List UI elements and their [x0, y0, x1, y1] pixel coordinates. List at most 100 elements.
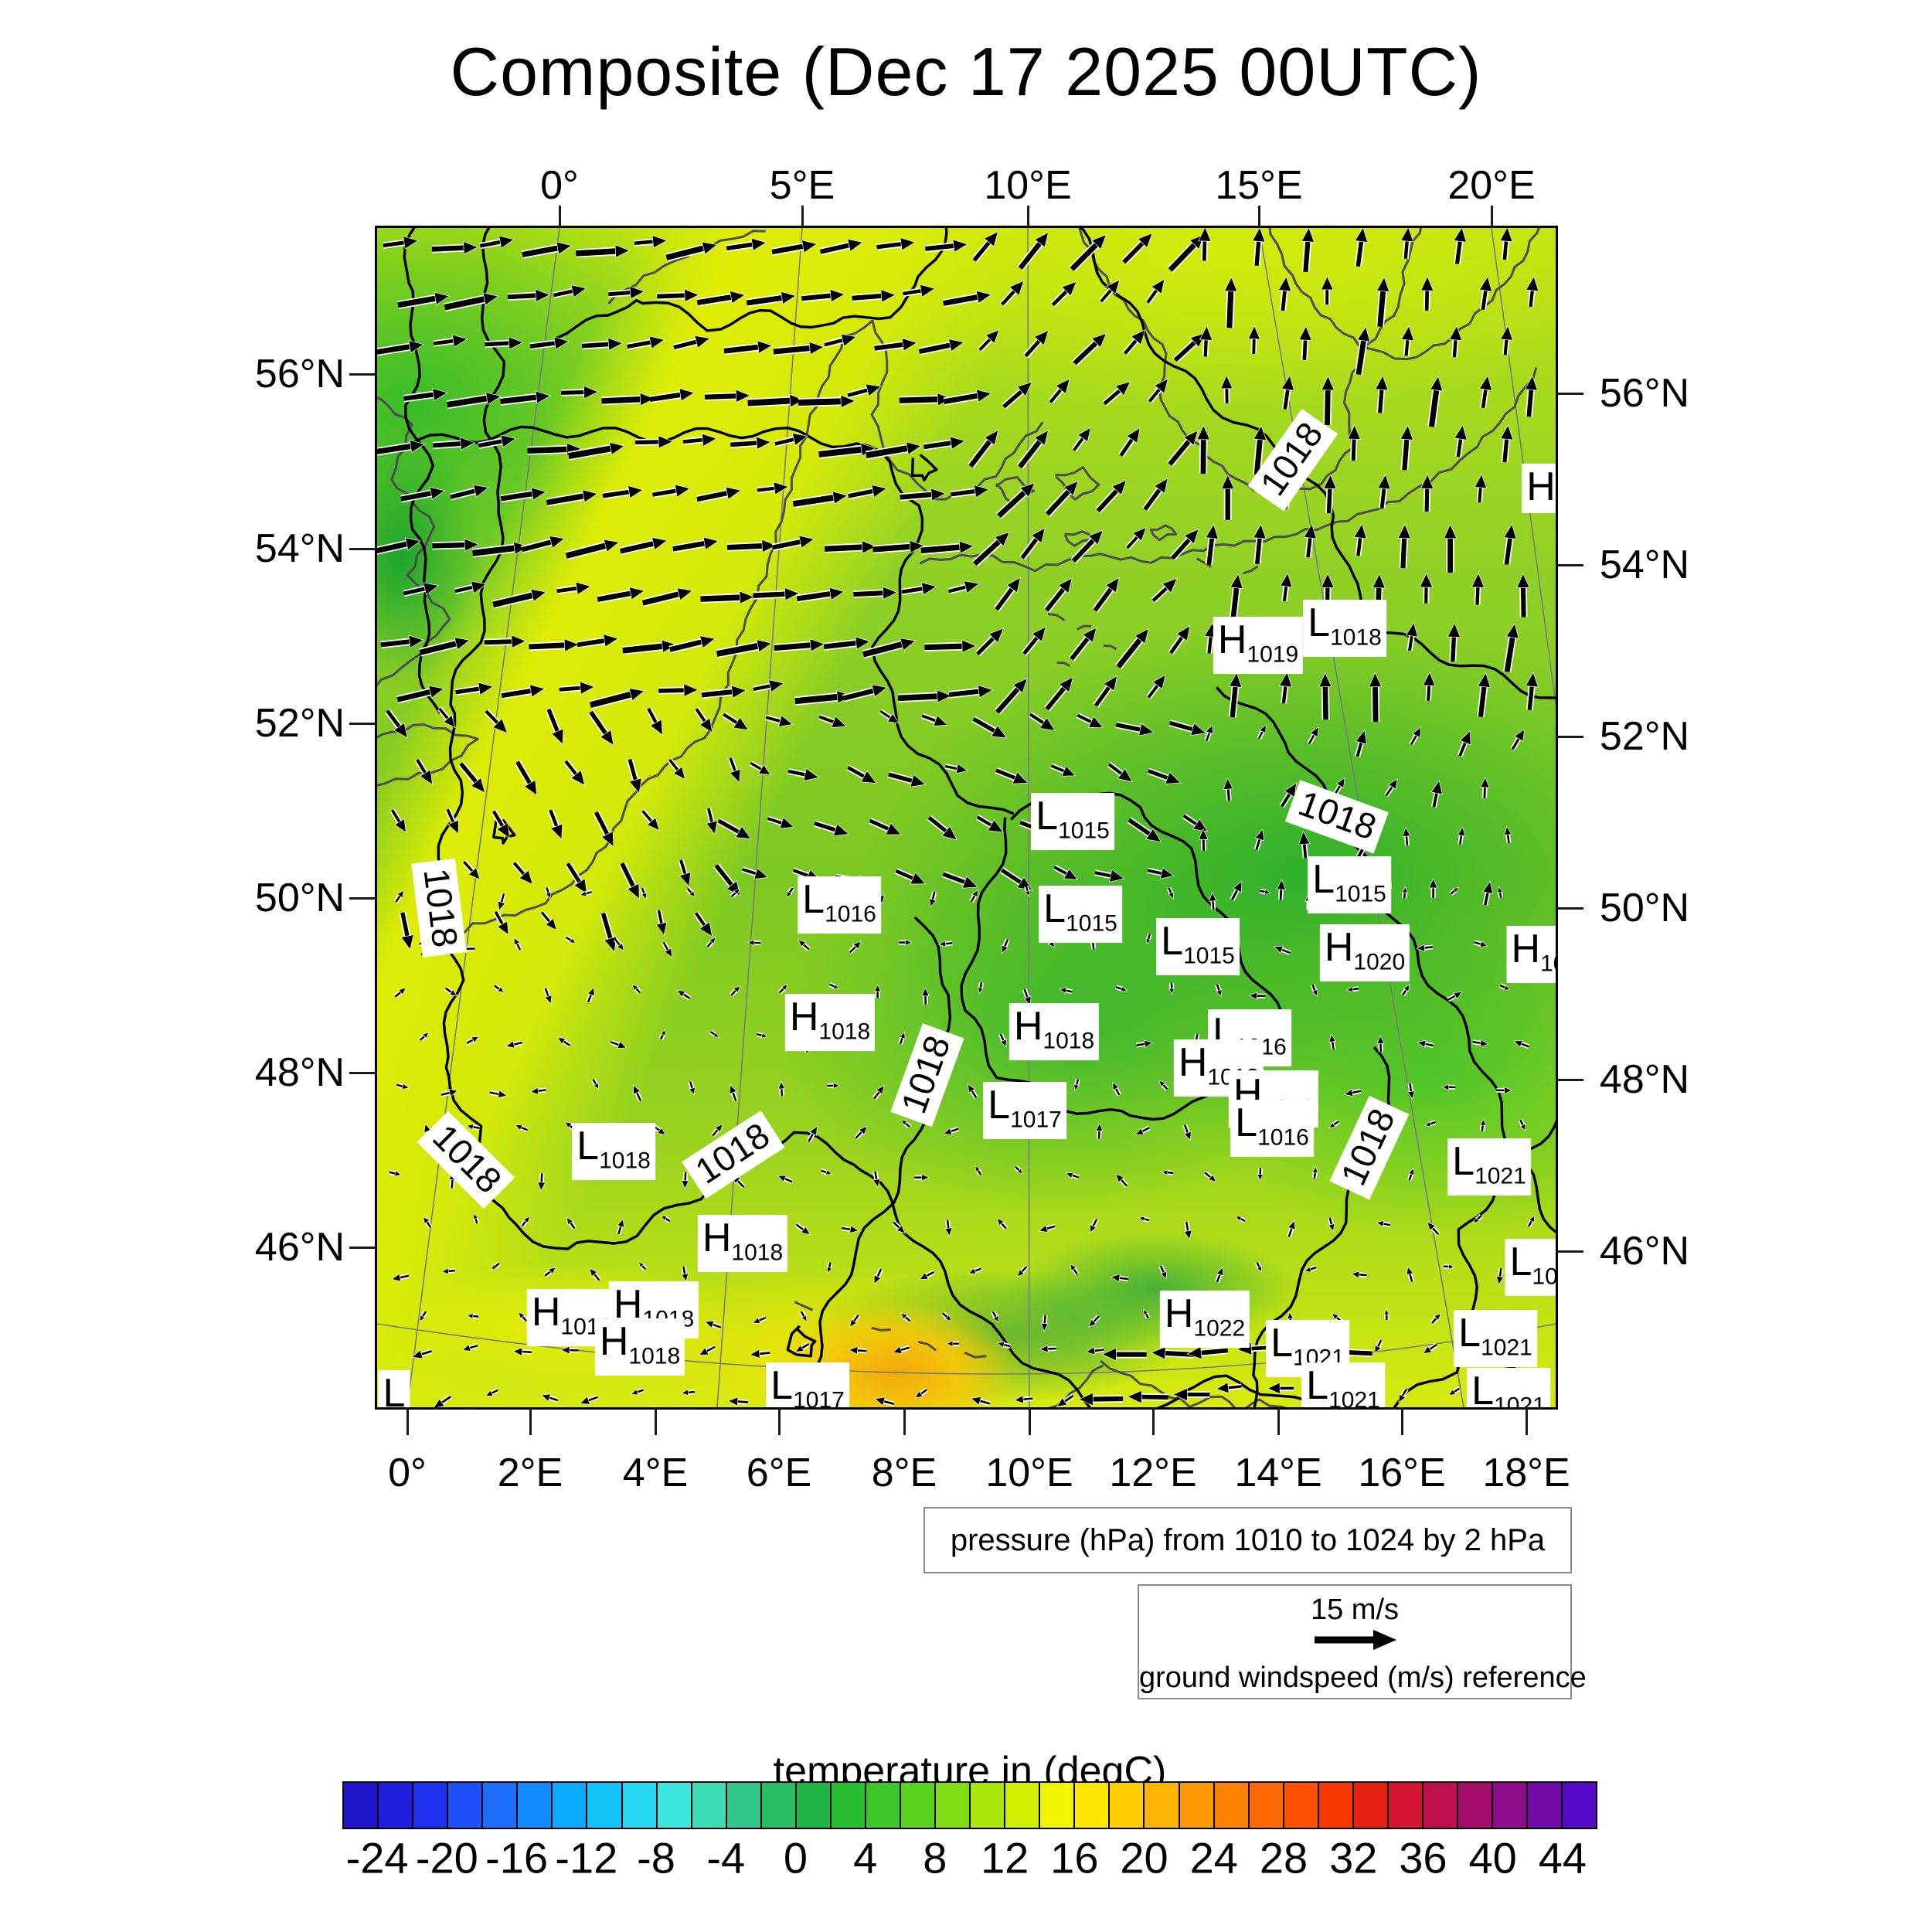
wind-arrow	[1318, 672, 1332, 720]
wind-arrow	[514, 1124, 529, 1133]
wind-arrow	[1472, 1214, 1483, 1224]
wind-arrow	[1167, 430, 1199, 467]
colorbar-cell	[1388, 1783, 1423, 1828]
wind-arrow	[658, 1029, 666, 1040]
wind-arrow	[484, 634, 527, 648]
right-axis-label: 52°N	[1599, 714, 1690, 759]
wind-arrow	[862, 638, 917, 659]
wind-arrow	[1280, 572, 1293, 602]
wind-arrow	[849, 1314, 861, 1328]
wind-arrow	[1368, 672, 1383, 723]
wind-arrow	[389, 1169, 402, 1177]
bottom-axis-tick	[903, 1407, 906, 1435]
wind-arrow	[1482, 880, 1494, 906]
wind-arrow	[729, 1083, 738, 1102]
wind-arrow	[1024, 886, 1031, 897]
wind-arrow	[1526, 276, 1539, 308]
pressure-letter: L	[770, 1363, 794, 1409]
wind-arrow	[996, 1217, 1009, 1230]
wind-arrow	[1376, 276, 1390, 328]
bottom-axis-label: 8°E	[871, 1451, 937, 1495]
wind-arrow	[1016, 1265, 1029, 1277]
wind-arrow	[423, 1216, 433, 1229]
wind-arrow	[391, 1273, 410, 1282]
bottom-axis-label: 14°E	[1234, 1451, 1322, 1495]
wind-arrow	[818, 443, 876, 459]
wind-arrow	[1019, 527, 1046, 560]
wind-arrow	[799, 1310, 808, 1323]
colorbar-cell	[483, 1783, 519, 1828]
colorbar-tick-label: 28	[1259, 1833, 1308, 1883]
wind-arrow	[1323, 474, 1337, 514]
wind-arrow	[403, 582, 440, 597]
wind-arrow	[902, 284, 936, 298]
colorbar-cell	[761, 1783, 797, 1828]
wind-arrow	[1400, 424, 1414, 471]
wind-arrow	[1376, 1035, 1385, 1053]
wind-arrow	[500, 487, 547, 503]
wind-arrow	[1518, 1118, 1526, 1131]
wind-arrow	[1257, 724, 1267, 740]
wind-arrow	[1065, 1172, 1080, 1180]
wind-arrow	[874, 984, 882, 998]
wind-arrow	[377, 537, 421, 556]
left-axis-tick	[349, 547, 377, 550]
wind-arrow	[377, 340, 425, 356]
wind-arrow	[626, 758, 642, 794]
right-axis-label: 56°N	[1599, 371, 1690, 416]
wind-arrow	[1088, 1315, 1101, 1328]
wind-arrow	[513, 937, 522, 951]
wind-arrow	[465, 1036, 480, 1046]
colorbar-tick-label: 24	[1189, 1833, 1238, 1883]
wind-arrow	[1430, 1312, 1441, 1325]
wind-arrow	[1447, 1386, 1461, 1396]
wind-arrow	[914, 1387, 928, 1399]
pressure-center-label-h1022: H1022	[1159, 1291, 1250, 1348]
wind-arrow	[971, 716, 1008, 739]
wind-arrow	[681, 1172, 689, 1189]
wind-arrow	[854, 1125, 868, 1140]
colorbar-cell	[553, 1783, 588, 1828]
bottom-axis-label: 4°E	[622, 1451, 689, 1495]
wind-arrow	[1127, 817, 1162, 842]
colorbar-cell	[1040, 1783, 1076, 1828]
wind-arrow	[1510, 729, 1526, 751]
wind-arrow	[1021, 626, 1046, 656]
wind-arrow	[396, 1082, 410, 1090]
pressure-value: 1018	[599, 1148, 651, 1174]
wind-arrow	[1524, 375, 1539, 417]
wind-arrow	[899, 393, 953, 406]
wind-arrow	[589, 1267, 601, 1282]
colorbar-cell	[379, 1783, 414, 1828]
wind-arrow	[820, 1168, 833, 1175]
wind-arrow	[1072, 332, 1107, 366]
wind-arrow	[1101, 1347, 1147, 1362]
pressure-value: 1022	[1193, 1315, 1246, 1342]
wind-arrow	[1022, 988, 1032, 1006]
wind-arrow	[1473, 940, 1488, 947]
wind-arrow	[600, 912, 617, 953]
wind-arrow	[485, 1388, 499, 1396]
wind-arrow	[892, 1345, 910, 1354]
wind-arrow	[1441, 1083, 1456, 1091]
wind-arrow	[868, 818, 902, 835]
wind-arrow	[1307, 726, 1319, 745]
pressure-letter: H	[789, 995, 819, 1040]
wind-arrow	[847, 383, 882, 399]
wind-arrow	[968, 1266, 982, 1274]
wind-arrow	[709, 1029, 719, 1039]
wind-arrow	[923, 436, 966, 451]
pressure-value: 1015	[1058, 818, 1110, 844]
wind-arrow	[704, 1321, 722, 1330]
wind-arrow	[967, 429, 999, 469]
wind-arrow	[1145, 934, 1152, 945]
wind-arrow	[1354, 326, 1371, 376]
wind-arrow	[466, 1313, 479, 1319]
wind-arrow	[1417, 1039, 1434, 1048]
wind-arrow	[1158, 1080, 1169, 1091]
wind-arrow	[786, 886, 795, 899]
colorbar-cell	[1493, 1783, 1529, 1828]
colorbar-cell	[1284, 1783, 1319, 1828]
wind-arrow	[1422, 1342, 1438, 1355]
